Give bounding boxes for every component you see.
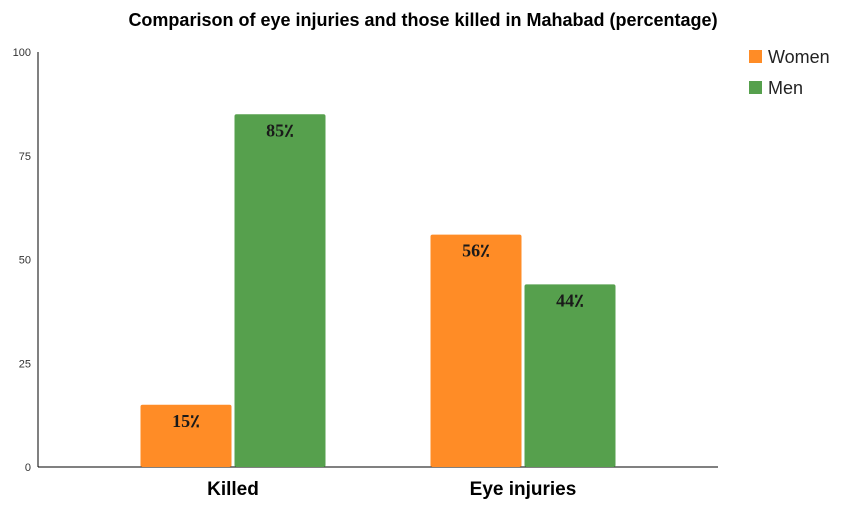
data-label: 15٪ bbox=[172, 411, 200, 431]
data-label: 44٪ bbox=[556, 290, 584, 310]
y-tick-label: 0 bbox=[25, 462, 31, 474]
bars bbox=[140, 114, 616, 467]
data-label: 85٪ bbox=[266, 120, 294, 140]
data-label: 56٪ bbox=[462, 241, 490, 261]
x-axis-categories: Killed Eye injuries bbox=[207, 479, 576, 500]
y-tick-label: 100 bbox=[13, 47, 31, 59]
y-tick-label: 50 bbox=[19, 255, 31, 267]
legend-label-women: Women bbox=[768, 47, 830, 67]
y-tick-label: 75 bbox=[19, 151, 31, 163]
legend-swatch-men bbox=[749, 81, 762, 94]
bar-women-1 bbox=[430, 234, 522, 467]
bar-men-0 bbox=[234, 114, 326, 467]
legend-label-men: Men bbox=[768, 78, 803, 98]
x-category-label: Killed bbox=[207, 479, 259, 500]
legend: Women Men bbox=[749, 47, 830, 98]
chart-title: Comparison of eye injuries and those kil… bbox=[128, 10, 717, 30]
y-axis-ticks: 0 25 50 75 100 bbox=[13, 47, 31, 474]
legend-swatch-women bbox=[749, 50, 762, 63]
bar-men-1 bbox=[524, 284, 616, 467]
data-labels: 15٪ 85٪ 56٪ 44٪ bbox=[172, 120, 584, 431]
x-category-label: Eye injuries bbox=[470, 479, 577, 500]
y-tick-label: 25 bbox=[19, 358, 31, 370]
bar-women-0 bbox=[140, 404, 232, 467]
